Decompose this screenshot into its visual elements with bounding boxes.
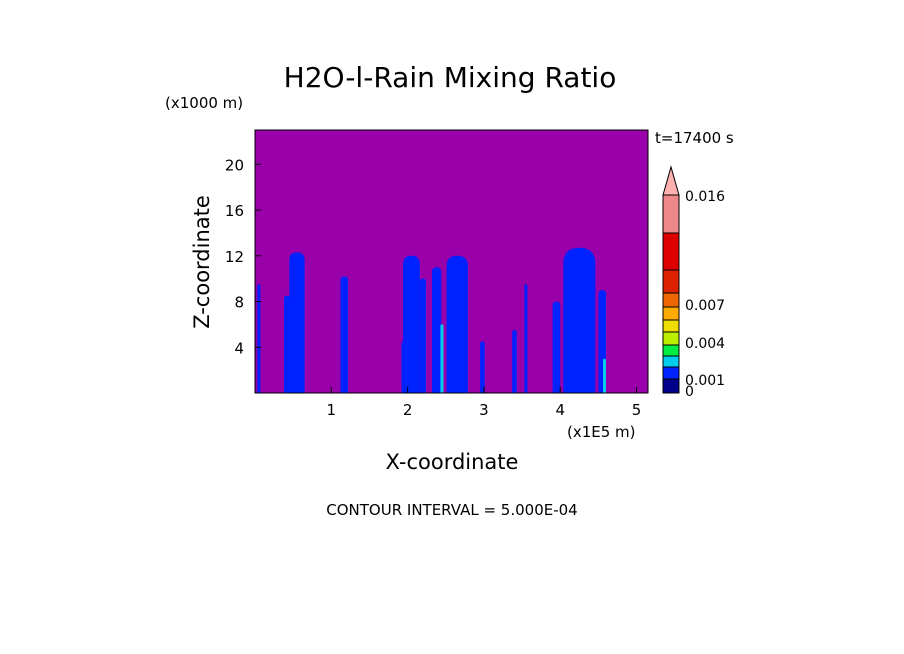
colorbar-band-5: [662, 319, 680, 333]
y-axis-label: Z-coordinate: [190, 195, 214, 329]
contour-cell-1: [283, 295, 291, 393]
contour-cell-11: [480, 341, 485, 393]
contour-cell-3: [340, 276, 349, 393]
y-axis-ticks: 4 8 12 16 20: [225, 156, 261, 357]
colorbar-label: 0.001: [685, 373, 725, 389]
colorbar-band-9: [662, 232, 680, 271]
time-label: t=17400 s: [655, 129, 734, 147]
plot-area: [254, 129, 649, 394]
colorbar-extend-arrow: [662, 165, 680, 196]
x-tick-label: 1: [327, 401, 337, 419]
x-tick-label: 2: [403, 401, 413, 419]
x-axis-label: X-coordinate: [386, 450, 519, 474]
colorbar-label: 0.016: [685, 189, 725, 205]
contour-cell-18: [602, 358, 607, 393]
colorbar-band-7: [662, 292, 680, 308]
colorbar-band-6: [662, 306, 680, 321]
contour-cell-5: [403, 255, 420, 393]
colorbar-label: 0.007: [685, 298, 725, 314]
x-tick-label: 5: [632, 401, 642, 419]
contour-interval-note: CONTOUR INTERVAL = 5.000E-04: [326, 501, 577, 519]
x-tick-label: 3: [479, 401, 489, 419]
contour-cell-8: [440, 324, 444, 393]
contour-cell-0: [257, 284, 261, 393]
x-tick-label: 4: [555, 401, 565, 419]
x-axis-ticks: 1 2 3 4 5: [327, 387, 642, 419]
contour-cell-6: [419, 278, 426, 393]
y-scale-label: (x1000 m): [165, 94, 243, 112]
contour-cell-7: [432, 267, 442, 393]
colorbar-label: 0: [685, 384, 694, 400]
chart-title: H2O-l-Rain Mixing Ratio: [284, 61, 617, 94]
colorbar: 00.001 0.004 0.007 0.016: [662, 165, 725, 400]
contour-cell-10: [452, 341, 458, 393]
y-tick-label: 8: [234, 294, 244, 312]
colorbar-band-2: [662, 355, 680, 368]
contour-fills: [257, 247, 607, 393]
y-tick-label: 20: [225, 156, 244, 174]
y-tick-label: 4: [234, 339, 244, 357]
colorbar-band-1: [662, 366, 680, 380]
contour-cell-16: [570, 335, 581, 393]
y-tick-label: 12: [225, 248, 244, 266]
colorbar-band-4: [662, 331, 680, 346]
contour-cell-13: [524, 284, 528, 393]
contour-cell-12: [512, 330, 517, 393]
plot-frame: [254, 129, 649, 394]
colorbar-band-0: [662, 378, 680, 394]
x-scale-label: (x1E5 m): [567, 423, 636, 441]
colorbar-band-3: [662, 344, 680, 357]
y-tick-label: 16: [225, 202, 244, 220]
contour-cell-14: [552, 301, 561, 393]
colorbar-band-8: [662, 269, 680, 294]
contour-cell-2: [289, 252, 305, 393]
contour-cell-9: [446, 255, 468, 393]
colorbar-label: 0.004: [685, 336, 725, 352]
colorbar-band-10: [662, 194, 680, 234]
